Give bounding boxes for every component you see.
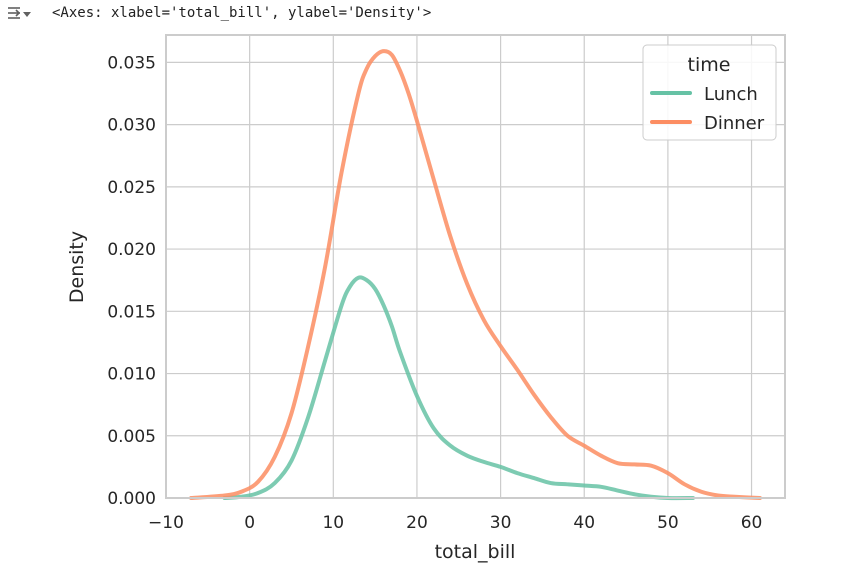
y-tick-label: 0.005 — [107, 427, 156, 447]
y-tick-label: 0.015 — [107, 302, 156, 322]
x-tick-label: 20 — [406, 513, 428, 533]
y-tick-label: 0.020 — [107, 240, 156, 260]
series-line-lunch — [222, 275, 695, 501]
output-header: <Axes: xlabel='total_bill', ylabel='Dens… — [0, 0, 847, 30]
output-toggle-icon[interactable] — [6, 4, 32, 26]
x-tick-label: 30 — [490, 513, 512, 533]
axes-repr-text: <Axes: xlabel='total_bill', ylabel='Dens… — [52, 5, 432, 21]
x-tick-label: 10 — [322, 513, 344, 533]
x-tick-label: −10 — [148, 513, 184, 533]
y-tick-label: 0.000 — [107, 489, 156, 509]
x-axis-label: total_bill — [435, 541, 516, 563]
series-line-dinner — [189, 49, 762, 500]
y-tick-label: 0.030 — [107, 116, 156, 136]
x-tick-label: 40 — [573, 513, 595, 533]
tick-layer: −10 0 10 20 30 40 50 60 0.000 0.005 0.010 0.015 0.02… — [107, 53, 762, 533]
y-tick-label: 0.025 — [107, 178, 156, 198]
y-tick-label: 0.035 — [107, 53, 156, 73]
spine-layer — [165, 34, 786, 499]
legend-label-dinner: Dinner — [704, 113, 765, 134]
x-tick-label: 60 — [741, 513, 763, 533]
y-tick-label: 0.010 — [107, 365, 156, 385]
axes-frame — [165, 34, 786, 499]
legend: time Lunch Dinner — [642, 44, 777, 141]
legend-label-lunch: Lunch — [704, 84, 758, 105]
x-tick-label: 0 — [244, 513, 255, 533]
legend-title: time — [688, 54, 731, 76]
x-tick-label: 50 — [657, 513, 679, 533]
y-axis-label: Density — [66, 231, 88, 303]
legend-box — [642, 44, 777, 141]
series-layer — [189, 49, 762, 501]
